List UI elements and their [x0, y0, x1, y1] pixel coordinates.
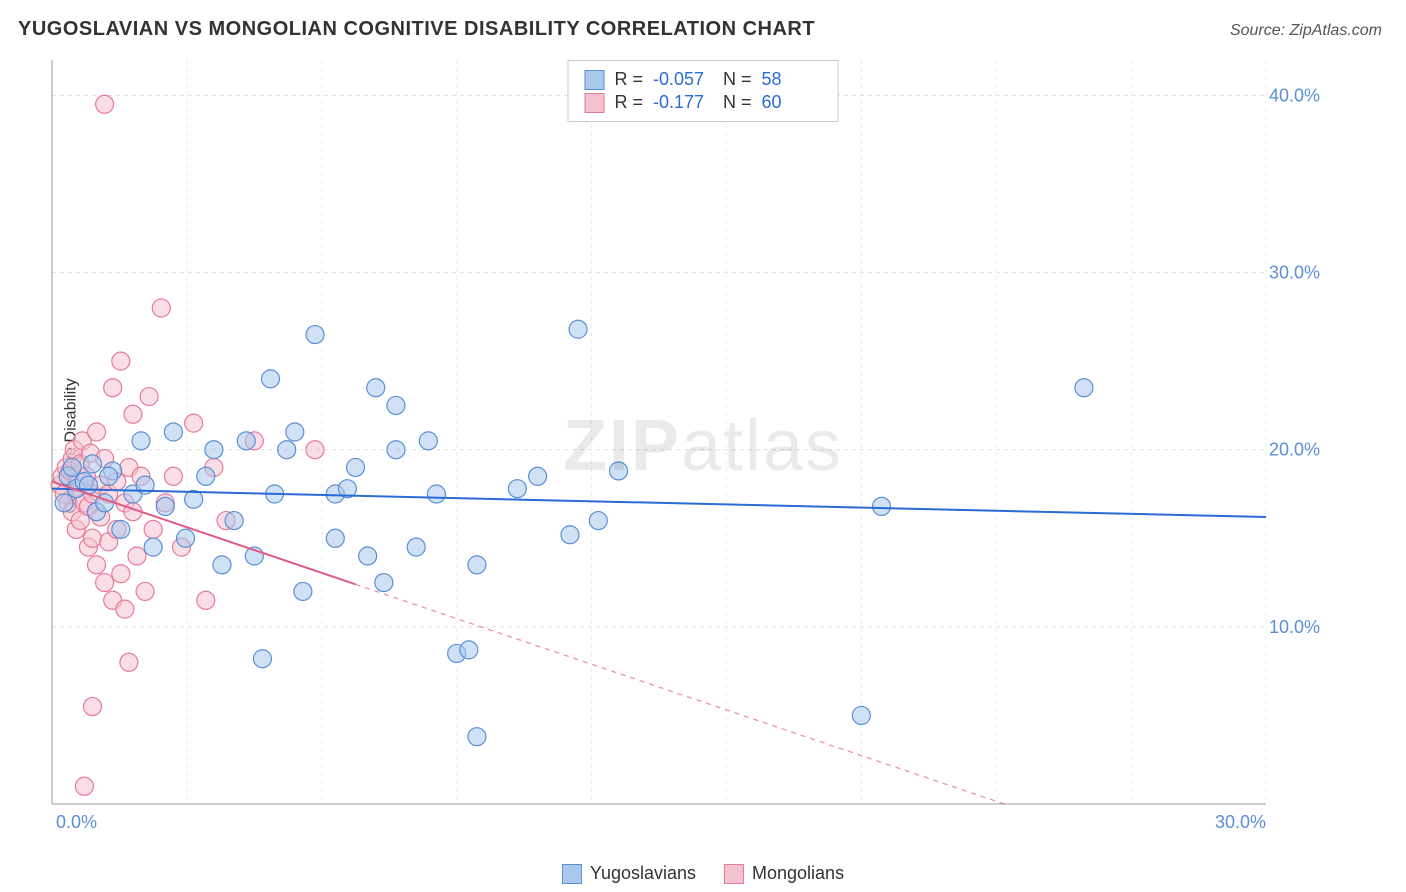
n-label: N = — [723, 69, 752, 90]
legend-label: Mongolians — [752, 863, 844, 884]
y-tick-label: 10.0% — [1269, 617, 1320, 637]
legend-item: Yugoslavians — [562, 863, 696, 884]
legend-label: Yugoslavians — [590, 863, 696, 884]
r-label: R = — [614, 69, 643, 90]
y-tick-label: 20.0% — [1269, 440, 1320, 460]
legend-swatch — [562, 864, 582, 884]
y-tick-label: 30.0% — [1269, 263, 1320, 283]
r-value: -0.177 — [653, 92, 713, 113]
chart-title: YUGOSLAVIAN VS MONGOLIAN COGNITIVE DISAB… — [18, 18, 815, 41]
stats-row: R = -0.057 N = 58 — [584, 69, 821, 90]
r-label: R = — [614, 92, 643, 113]
series-swatch — [584, 70, 604, 90]
y-tick-label: 40.0% — [1269, 85, 1320, 105]
stats-row: R = -0.177 N = 60 — [584, 92, 821, 113]
n-label: N = — [723, 92, 752, 113]
x-tick-label: 0.0% — [56, 812, 97, 832]
series-swatch — [584, 93, 604, 113]
legend-swatch — [724, 864, 744, 884]
n-value: 58 — [762, 69, 822, 90]
source-label: Source: ZipAtlas.com — [1230, 22, 1382, 40]
r-value: -0.057 — [653, 69, 713, 90]
n-value: 60 — [762, 92, 822, 113]
legend-bottom: Yugoslavians Mongolians — [562, 863, 844, 884]
stats-legend-box: R = -0.057 N = 58 R = -0.177 N = 60 — [567, 60, 838, 122]
scatter-plot: 10.0% 20.0% 30.0% 40.0% 0.0% 30.0% — [46, 54, 1326, 834]
legend-item: Mongolians — [724, 863, 844, 884]
x-tick-label: 30.0% — [1215, 812, 1266, 832]
